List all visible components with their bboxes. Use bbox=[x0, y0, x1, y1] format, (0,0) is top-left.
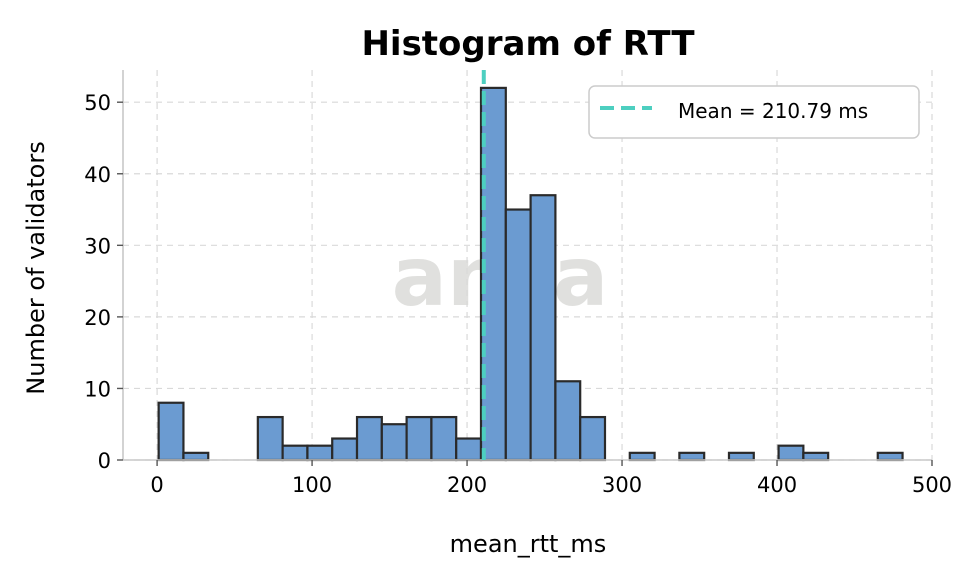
axes-spines bbox=[122, 70, 932, 461]
histogram-bar bbox=[727, 451, 755, 462]
histogram-bar bbox=[306, 444, 334, 462]
histogram-bar bbox=[355, 415, 383, 462]
x-tick-label: 500 bbox=[912, 473, 952, 497]
y-tick-label: 30 bbox=[84, 234, 111, 258]
legend-label: Mean = 210.79 ms bbox=[678, 99, 868, 123]
histogram-bar bbox=[777, 444, 805, 462]
histogram-bar bbox=[281, 444, 309, 462]
x-tick-label: 300 bbox=[602, 473, 642, 497]
histogram-bar bbox=[802, 451, 830, 462]
legend-box bbox=[588, 85, 920, 139]
histogram-bar bbox=[529, 194, 557, 462]
y-tick-label: 0 bbox=[98, 449, 111, 473]
histogram-bars bbox=[157, 86, 904, 462]
histogram-bar bbox=[628, 451, 656, 462]
histogram-bar bbox=[182, 451, 210, 462]
histogram-bar bbox=[678, 451, 706, 462]
y-tick-label: 10 bbox=[84, 377, 111, 401]
axis-ticks: 0 100 200 300 400 500 0 10 20 30 40 50 bbox=[84, 91, 952, 497]
histogram-bar bbox=[157, 401, 185, 462]
x-axis-label: mean_rtt_ms bbox=[450, 530, 607, 558]
histogram-bar bbox=[455, 437, 483, 462]
x-tick-label: 100 bbox=[292, 473, 332, 497]
histogram-bar bbox=[579, 415, 607, 462]
histogram-bar bbox=[405, 415, 433, 462]
histogram-bar bbox=[380, 423, 408, 462]
histogram-bar bbox=[331, 437, 359, 462]
histogram-bar bbox=[430, 415, 458, 462]
y-tick-label: 40 bbox=[84, 163, 111, 187]
histogram-bar bbox=[876, 451, 904, 462]
y-axis-label: Number of validators bbox=[22, 141, 50, 394]
histogram-bar bbox=[256, 415, 284, 462]
y-tick-label: 50 bbox=[84, 91, 111, 115]
legend: Mean = 210.79 ms bbox=[588, 85, 920, 139]
x-tick-label: 0 bbox=[150, 473, 163, 497]
chart-title: Histogram of RTT bbox=[361, 24, 695, 64]
histogram-bar bbox=[504, 208, 532, 462]
x-tick-label: 400 bbox=[757, 473, 797, 497]
y-tick-label: 20 bbox=[84, 306, 111, 330]
x-tick-label: 200 bbox=[447, 473, 487, 497]
histogram-bar bbox=[554, 380, 582, 462]
